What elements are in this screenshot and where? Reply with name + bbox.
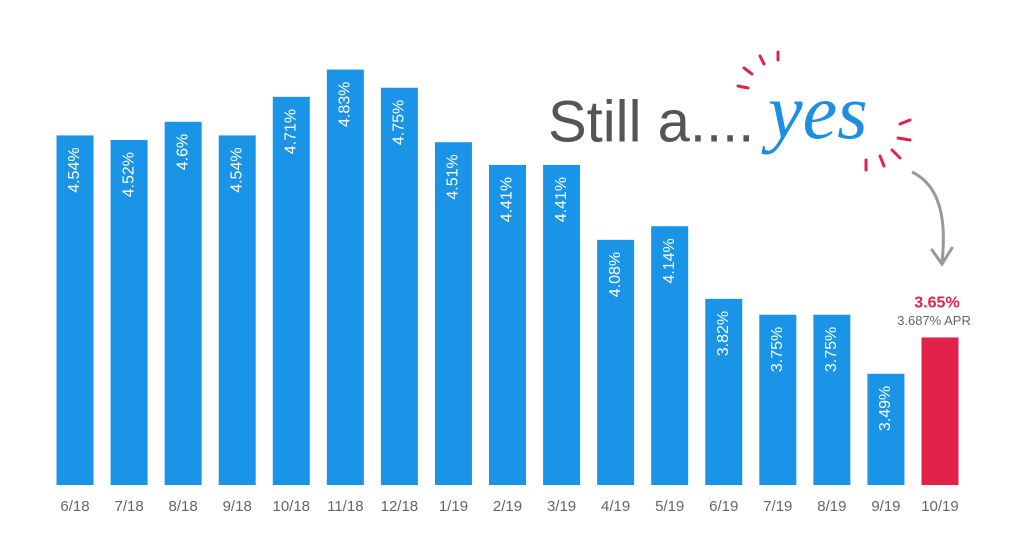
x-tick-label: 6/18	[60, 498, 89, 515]
arrow	[911, 170, 945, 263]
x-tick-label: 7/19	[763, 498, 792, 515]
x-tick-label: 7/18	[114, 498, 143, 515]
bar	[759, 314, 797, 485]
x-tick-label: 3/19	[547, 498, 576, 515]
x-tick-label: 4/19	[601, 498, 630, 515]
bar	[921, 337, 959, 485]
x-tick-label: 5/19	[655, 498, 684, 515]
x-tick-label: 8/18	[169, 498, 198, 515]
value-label: 4.08%	[607, 252, 624, 297]
value-label: 4.52%	[120, 152, 137, 197]
value-label: 4.51%	[445, 154, 462, 199]
bar	[272, 96, 310, 485]
x-tick-label: 2/19	[493, 498, 522, 515]
x-tick-label: 10/18	[272, 498, 310, 515]
value-label: 3.49%	[877, 386, 894, 431]
value-label: 3.65%	[914, 295, 959, 312]
value-label: 4.71%	[282, 109, 299, 154]
x-tick-label: 6/19	[709, 498, 738, 515]
x-tick-label: 12/18	[381, 498, 419, 515]
bar	[597, 239, 635, 485]
value-label: 3.75%	[823, 327, 840, 372]
value-label: 4.54%	[228, 147, 245, 192]
bar	[218, 135, 256, 486]
value-label: 4.41%	[553, 177, 570, 222]
x-tick-label: 11/18	[327, 498, 363, 515]
bar	[867, 373, 905, 485]
value-label: 4.6%	[174, 134, 191, 170]
value-label: 4.54%	[66, 147, 83, 192]
value-label: 4.14%	[661, 238, 678, 283]
value-label: 4.75%	[391, 100, 408, 145]
x-tick-label: 9/19	[871, 498, 900, 515]
x-tick-label: 9/18	[223, 498, 252, 515]
bar	[56, 135, 94, 486]
x-tick-label: 8/19	[817, 498, 846, 515]
sparkle-decoration	[736, 50, 912, 172]
value-label: 4.41%	[499, 177, 516, 222]
bar	[651, 226, 689, 485]
apr-note: 3.687% APR	[897, 313, 971, 328]
headline: Still a....	[548, 89, 754, 154]
bar	[543, 164, 581, 485]
value-label: 4.83%	[337, 82, 354, 127]
arrow-head	[930, 246, 954, 267]
bar	[705, 298, 743, 485]
bar	[110, 139, 148, 485]
value-label: 3.75%	[769, 327, 786, 372]
x-tick-label: 1/19	[439, 498, 468, 515]
headline-emphasis: yes	[761, 68, 868, 155]
bar	[813, 314, 851, 485]
x-tick-label: 10/19	[921, 498, 959, 515]
bar	[380, 87, 418, 485]
bar	[326, 69, 364, 485]
bar	[489, 164, 527, 485]
bar	[434, 142, 472, 486]
bar	[164, 121, 202, 486]
value-label: 3.82%	[715, 311, 732, 356]
